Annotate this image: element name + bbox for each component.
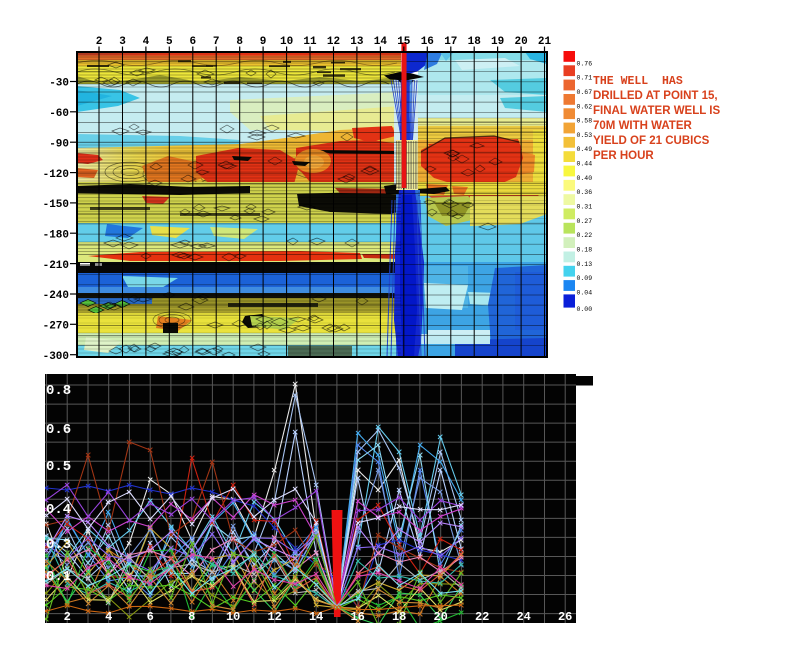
svg-text:0.62: 0.62: [577, 103, 593, 110]
svg-text:2: 2: [96, 36, 103, 48]
svg-text:0.22: 0.22: [577, 232, 593, 239]
svg-text:-210: -210: [43, 260, 69, 272]
svg-text:26: 26: [558, 610, 572, 624]
svg-text:3: 3: [119, 36, 126, 48]
svg-text:11: 11: [303, 36, 317, 48]
svg-text:0.40: 0.40: [577, 175, 593, 182]
svg-text:-270: -270: [43, 321, 69, 333]
svg-text:0.1: 0.1: [46, 569, 71, 585]
svg-text:-30: -30: [49, 78, 69, 90]
svg-text:0.04: 0.04: [577, 289, 593, 296]
svg-text:-300: -300: [43, 351, 69, 363]
svg-text:0.49: 0.49: [577, 146, 593, 153]
svg-text:12: 12: [267, 610, 281, 624]
svg-text:0.31: 0.31: [577, 204, 593, 211]
svg-text:10: 10: [280, 36, 293, 48]
svg-text:0.27: 0.27: [577, 218, 593, 225]
svg-text:4: 4: [143, 36, 150, 48]
svg-text:22: 22: [475, 610, 489, 624]
svg-text:-240: -240: [43, 290, 69, 302]
svg-text:-90: -90: [49, 138, 69, 150]
svg-text:0.09: 0.09: [577, 275, 593, 282]
svg-text:0.76: 0.76: [577, 60, 593, 67]
svg-text:0.00: 0.00: [577, 306, 593, 313]
svg-text:17: 17: [444, 36, 457, 48]
svg-text:15: 15: [397, 36, 411, 48]
svg-text:8: 8: [188, 610, 195, 624]
svg-text:10: 10: [226, 610, 240, 624]
svg-text:0.58: 0.58: [577, 118, 593, 125]
svg-text:-60: -60: [49, 108, 69, 120]
svg-text:0.18: 0.18: [577, 247, 593, 254]
svg-text:6: 6: [147, 610, 154, 624]
svg-text:-150: -150: [43, 199, 69, 211]
svg-text:7: 7: [213, 36, 220, 48]
svg-text:24: 24: [516, 610, 530, 624]
svg-text:18: 18: [468, 36, 482, 48]
svg-text:-120: -120: [43, 169, 69, 181]
svg-text:4: 4: [105, 610, 112, 624]
svg-text:20: 20: [514, 36, 527, 48]
svg-text:0.5: 0.5: [46, 459, 71, 475]
svg-text:0.8: 0.8: [46, 383, 71, 399]
svg-text:14: 14: [309, 610, 323, 624]
svg-text:6: 6: [189, 36, 196, 48]
svg-text:21: 21: [538, 36, 552, 48]
svg-text:19: 19: [491, 36, 504, 48]
svg-text:0.53: 0.53: [577, 132, 593, 139]
svg-text:16: 16: [421, 36, 434, 48]
svg-text:0.3: 0.3: [46, 537, 71, 553]
svg-text:8: 8: [236, 36, 243, 48]
svg-text:2: 2: [64, 610, 71, 624]
svg-text:5: 5: [166, 36, 173, 48]
svg-text:13: 13: [350, 36, 364, 48]
svg-text:0.13: 0.13: [577, 261, 593, 268]
svg-text:0.36: 0.36: [577, 189, 593, 196]
svg-text:-180: -180: [43, 229, 69, 241]
svg-text:0.6: 0.6: [46, 422, 71, 438]
svg-text:18: 18: [392, 610, 406, 624]
svg-text:0.4: 0.4: [46, 502, 71, 518]
svg-text:0.67: 0.67: [577, 89, 593, 96]
svg-text:16: 16: [350, 610, 364, 624]
svg-text:12: 12: [327, 36, 340, 48]
svg-text:9: 9: [260, 36, 267, 48]
svg-text:20: 20: [433, 610, 447, 624]
svg-text:14: 14: [374, 36, 388, 48]
svg-text:0.71: 0.71: [577, 75, 593, 82]
svg-text:0.44: 0.44: [577, 161, 593, 168]
